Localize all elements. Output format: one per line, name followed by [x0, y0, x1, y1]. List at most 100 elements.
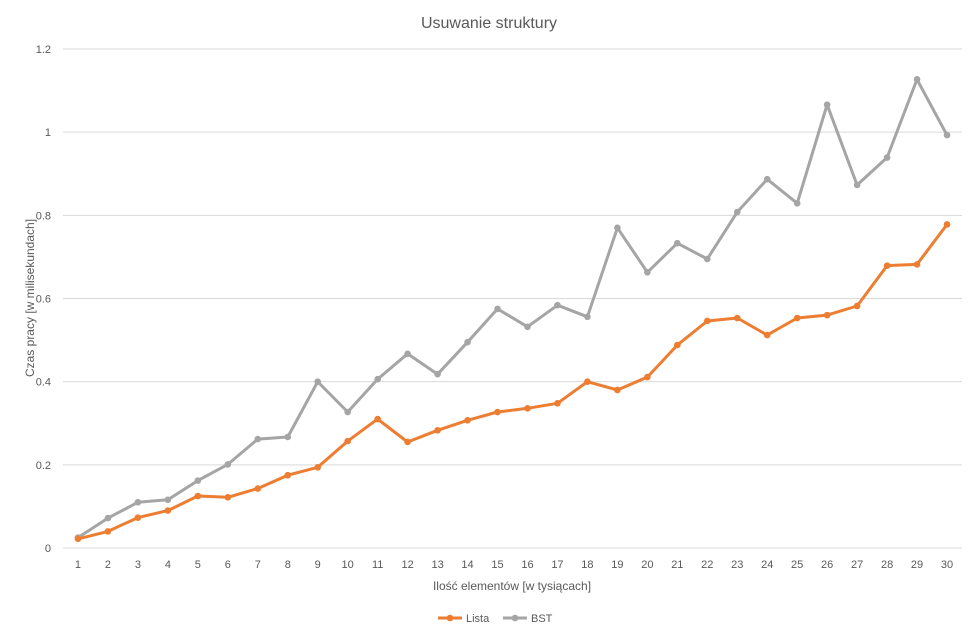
data-point	[763, 331, 771, 339]
data-point	[733, 208, 741, 216]
legend-swatch-marker	[446, 614, 454, 622]
y-axis-ticks: 0 0.2 0.4 0.6 0.8 1 1.2	[36, 44, 51, 555]
data-point	[703, 255, 711, 263]
data-point	[853, 302, 861, 310]
y-tick-label: 0.8	[36, 210, 51, 222]
data-point	[254, 485, 262, 492]
series-line	[76, 223, 949, 541]
x-tick-label: 8	[285, 559, 291, 571]
data-point	[254, 435, 262, 443]
data-point	[434, 370, 441, 378]
data-point	[524, 323, 531, 331]
y-tick-label: 1.2	[36, 44, 51, 56]
data-point	[374, 415, 381, 423]
data-point	[733, 314, 741, 322]
data-point	[284, 433, 292, 441]
x-tick-label: 17	[551, 559, 563, 571]
data-point	[614, 224, 621, 232]
x-tick-label: 25	[791, 559, 803, 571]
data-point	[913, 76, 921, 83]
data-point	[194, 477, 202, 484]
data-point	[584, 313, 591, 321]
x-tick-label: 24	[761, 559, 773, 571]
data-point	[554, 301, 561, 309]
y-axis-title: Czas pracy [w milisekundach]	[23, 219, 37, 377]
data-point	[494, 408, 501, 416]
data-point	[853, 181, 861, 189]
series-line	[76, 77, 949, 540]
chart-title: Usuwanie struktury	[421, 15, 557, 32]
data-point	[793, 314, 801, 322]
data-point	[224, 493, 232, 501]
y-tick-label: 0.4	[36, 377, 51, 389]
legend-item-lista: Lista	[438, 613, 490, 625]
data-point	[674, 341, 681, 349]
x-tick-label: 6	[225, 559, 231, 571]
data-point	[793, 199, 801, 207]
legend: Lista BST	[438, 613, 553, 625]
x-tick-label: 1	[75, 559, 81, 571]
data-point	[164, 507, 172, 514]
series-lista	[74, 221, 951, 543]
data-point	[703, 317, 711, 325]
data-point	[883, 262, 891, 269]
data-point	[464, 338, 471, 346]
x-tick-label: 26	[821, 559, 833, 571]
x-tick-label: 2	[105, 559, 111, 571]
data-point	[823, 311, 831, 319]
data-point	[344, 408, 351, 416]
x-tick-label: 3	[135, 559, 141, 571]
x-axis-ticks: 1 2 3 4 5 6 7 8 9 10 11 12 13 14 15 16 17 18 19 20 21 22 23 24 2…	[75, 559, 953, 571]
data-point	[554, 399, 561, 407]
data-point	[464, 417, 471, 424]
data-point	[74, 535, 82, 543]
x-tick-label: 28	[881, 559, 893, 571]
x-tick-label: 20	[641, 559, 653, 571]
x-tick-label: 12	[401, 559, 413, 571]
x-tick-label: 10	[342, 559, 354, 571]
y-tick-label: 0.6	[36, 294, 51, 306]
data-point	[614, 386, 621, 394]
data-point	[913, 261, 921, 268]
x-tick-label: 9	[315, 559, 321, 571]
data-point	[344, 437, 351, 445]
data-point	[374, 375, 381, 383]
data-point	[943, 221, 951, 228]
data-point	[434, 427, 441, 434]
data-point	[823, 101, 831, 109]
x-tick-label: 27	[851, 559, 863, 571]
data-point	[134, 514, 142, 521]
x-tick-label: 11	[372, 559, 383, 571]
x-tick-label: 21	[671, 559, 683, 571]
x-tick-label: 29	[911, 559, 923, 571]
y-tick-label: 0	[45, 543, 51, 555]
data-point	[763, 175, 771, 183]
x-tick-label: 13	[431, 559, 443, 571]
x-tick-label: 5	[195, 559, 201, 571]
y-tick-label: 1	[45, 127, 51, 139]
data-point	[674, 239, 681, 247]
data-point	[494, 305, 501, 313]
gridlines	[63, 48, 962, 549]
data-point	[404, 438, 411, 446]
data-point	[194, 492, 202, 500]
data-point	[404, 350, 411, 358]
data-point	[584, 378, 591, 385]
x-tick-label: 22	[701, 559, 713, 571]
data-point	[644, 373, 651, 381]
legend-label: Lista	[466, 613, 490, 625]
data-point	[314, 378, 322, 385]
x-tick-label: 15	[491, 559, 503, 571]
data-point	[104, 528, 112, 535]
data-point	[284, 471, 292, 479]
data-point	[164, 496, 172, 504]
legend-swatch-marker	[511, 614, 519, 622]
data-point	[883, 154, 891, 161]
x-tick-label: 16	[521, 559, 533, 571]
x-axis-title: Ilość elementów [w tysiącach]	[433, 579, 591, 593]
x-tick-label: 23	[731, 559, 743, 571]
x-tick-label: 7	[255, 559, 261, 571]
data-point	[104, 514, 112, 522]
legend-label: BST	[531, 613, 553, 625]
series-group	[74, 76, 951, 543]
